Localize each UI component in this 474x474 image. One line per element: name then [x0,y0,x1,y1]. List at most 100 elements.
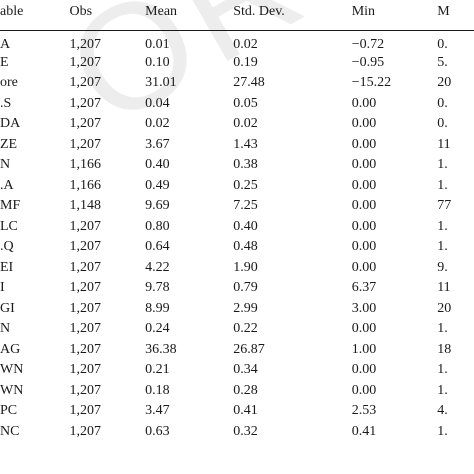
cell-variable: A [0,36,11,52]
cell-min: 0.00 [351,218,377,234]
cell-obs: 1,207 [69,116,101,132]
cell-variable: WN [0,362,24,378]
cell-variable: ZE [0,136,18,152]
table-row: EI 1,207 4.22 1.90 0.00 9. [0,258,474,279]
cell-max: 9. [437,259,448,275]
cell-mean: 0.04 [145,95,170,111]
column-header-min: Min [351,4,376,19]
cell-max: 0. [437,95,448,111]
table-row: A 1,207 0.01 0.02 −0.72 0. [0,30,474,53]
cell-variable: PC [0,403,18,419]
cell-std-dev: 0.05 [233,95,258,111]
cell-obs: 1,207 [69,362,101,378]
cell-mean: 0.01 [145,36,170,52]
cell-variable: N [0,321,11,337]
cell-min: 0.00 [351,136,377,152]
cell-std-dev: 0.79 [233,280,258,296]
cell-obs: 1,207 [69,95,101,111]
cell-min: 6.37 [351,280,377,296]
cell-mean: 0.40 [145,157,170,173]
cell-mean: 3.67 [145,136,170,152]
cell-max: 20 [437,300,452,316]
cell-variable: I [0,280,5,296]
column-header-obs: Obs [69,4,93,19]
cell-mean: 0.64 [145,239,170,255]
cell-max: 1. [437,218,448,234]
cell-min: 0.00 [351,95,377,111]
cell-std-dev: 0.25 [233,177,258,193]
cell-max: 20 [437,75,452,91]
cell-max: 5. [437,54,448,70]
column-header-mean: Mean [145,4,178,19]
cell-std-dev: 26.87 [233,341,265,357]
cell-min: 0.41 [351,423,377,439]
cell-mean: 4.22 [145,259,170,275]
cell-std-dev: 7.25 [233,198,258,214]
cell-variable: LC [0,218,18,234]
cell-std-dev: 1.90 [233,259,258,275]
cell-max: 1. [437,382,448,398]
cell-min: −0.95 [351,54,385,70]
cell-max: 4. [437,403,448,419]
cell-min: 0.00 [351,157,377,173]
cell-min: 0.00 [351,116,377,132]
cell-obs: 1,207 [69,54,101,70]
cell-variable: ore [0,75,18,91]
cell-obs: 1,207 [69,259,101,275]
cell-obs: 1,207 [69,218,101,234]
table-row: WN 1,207 0.21 0.34 0.00 1. [0,360,474,381]
cell-min: 0.00 [351,198,377,214]
cell-mean: 0.24 [145,321,170,337]
cell-variable: AG [0,341,21,357]
cell-min: 0.00 [351,259,377,275]
cell-obs: 1,207 [69,239,101,255]
cell-min: 3.00 [351,300,377,316]
cell-variable: NC [0,423,20,439]
cell-max: 1. [437,423,448,439]
cell-variable: EI [0,259,14,275]
column-header-variable: able [0,4,24,19]
cell-max: 77 [437,198,452,214]
table-row: MF 1,148 9.69 7.25 0.00 77 [0,196,474,217]
cell-obs: 1,207 [69,75,101,91]
cell-min: 0.00 [351,362,377,378]
cell-obs: 1,207 [69,321,101,337]
table-row: I 1,207 9.78 0.79 6.37 11 [0,278,474,299]
cell-mean: 0.63 [145,423,170,439]
table-row: E 1,207 0.10 0.19 −0.95 5. [0,53,474,74]
cell-obs: 1,166 [69,177,101,193]
cell-std-dev: 0.02 [233,116,258,132]
cell-max: 11 [437,136,451,152]
cell-max: 1. [437,239,448,255]
cell-mean: 0.10 [145,54,170,70]
cell-std-dev: 0.19 [233,54,258,70]
table-row: .A 1,166 0.49 0.25 0.00 1. [0,176,474,197]
cell-min: −0.72 [351,36,385,52]
table-header: able Obs Mean Std. Dev. Min M [0,0,474,30]
cell-std-dev: 0.48 [233,239,258,255]
cell-std-dev: 0.28 [233,382,258,398]
table-row: GI 1,207 8.99 2.99 3.00 20 [0,299,474,320]
cell-obs: 1,207 [69,280,101,296]
cell-variable: DA [0,116,21,132]
cell-std-dev: 0.41 [233,403,258,419]
cell-std-dev: 0.38 [233,157,258,173]
cell-obs: 1,207 [69,423,101,439]
cell-obs: 1,207 [69,341,101,357]
cell-max: 1. [437,177,448,193]
cell-max: 18 [437,341,452,357]
cell-variable: .Q [0,239,14,255]
cell-obs: 1,207 [69,300,101,316]
cell-variable: MF [0,198,21,214]
cell-std-dev: 2.99 [233,300,258,316]
cell-mean: 0.49 [145,177,170,193]
cell-max: 11 [437,280,451,296]
table-row: N 1,207 0.24 0.22 0.00 1. [0,319,474,340]
cell-mean: 0.18 [145,382,170,398]
cell-mean: 3.47 [145,403,170,419]
cell-obs: 1,207 [69,136,101,152]
cell-max: 0. [437,116,448,132]
cell-mean: 0.21 [145,362,170,378]
cell-obs: 1,166 [69,157,101,173]
cell-variable: E [0,54,9,70]
